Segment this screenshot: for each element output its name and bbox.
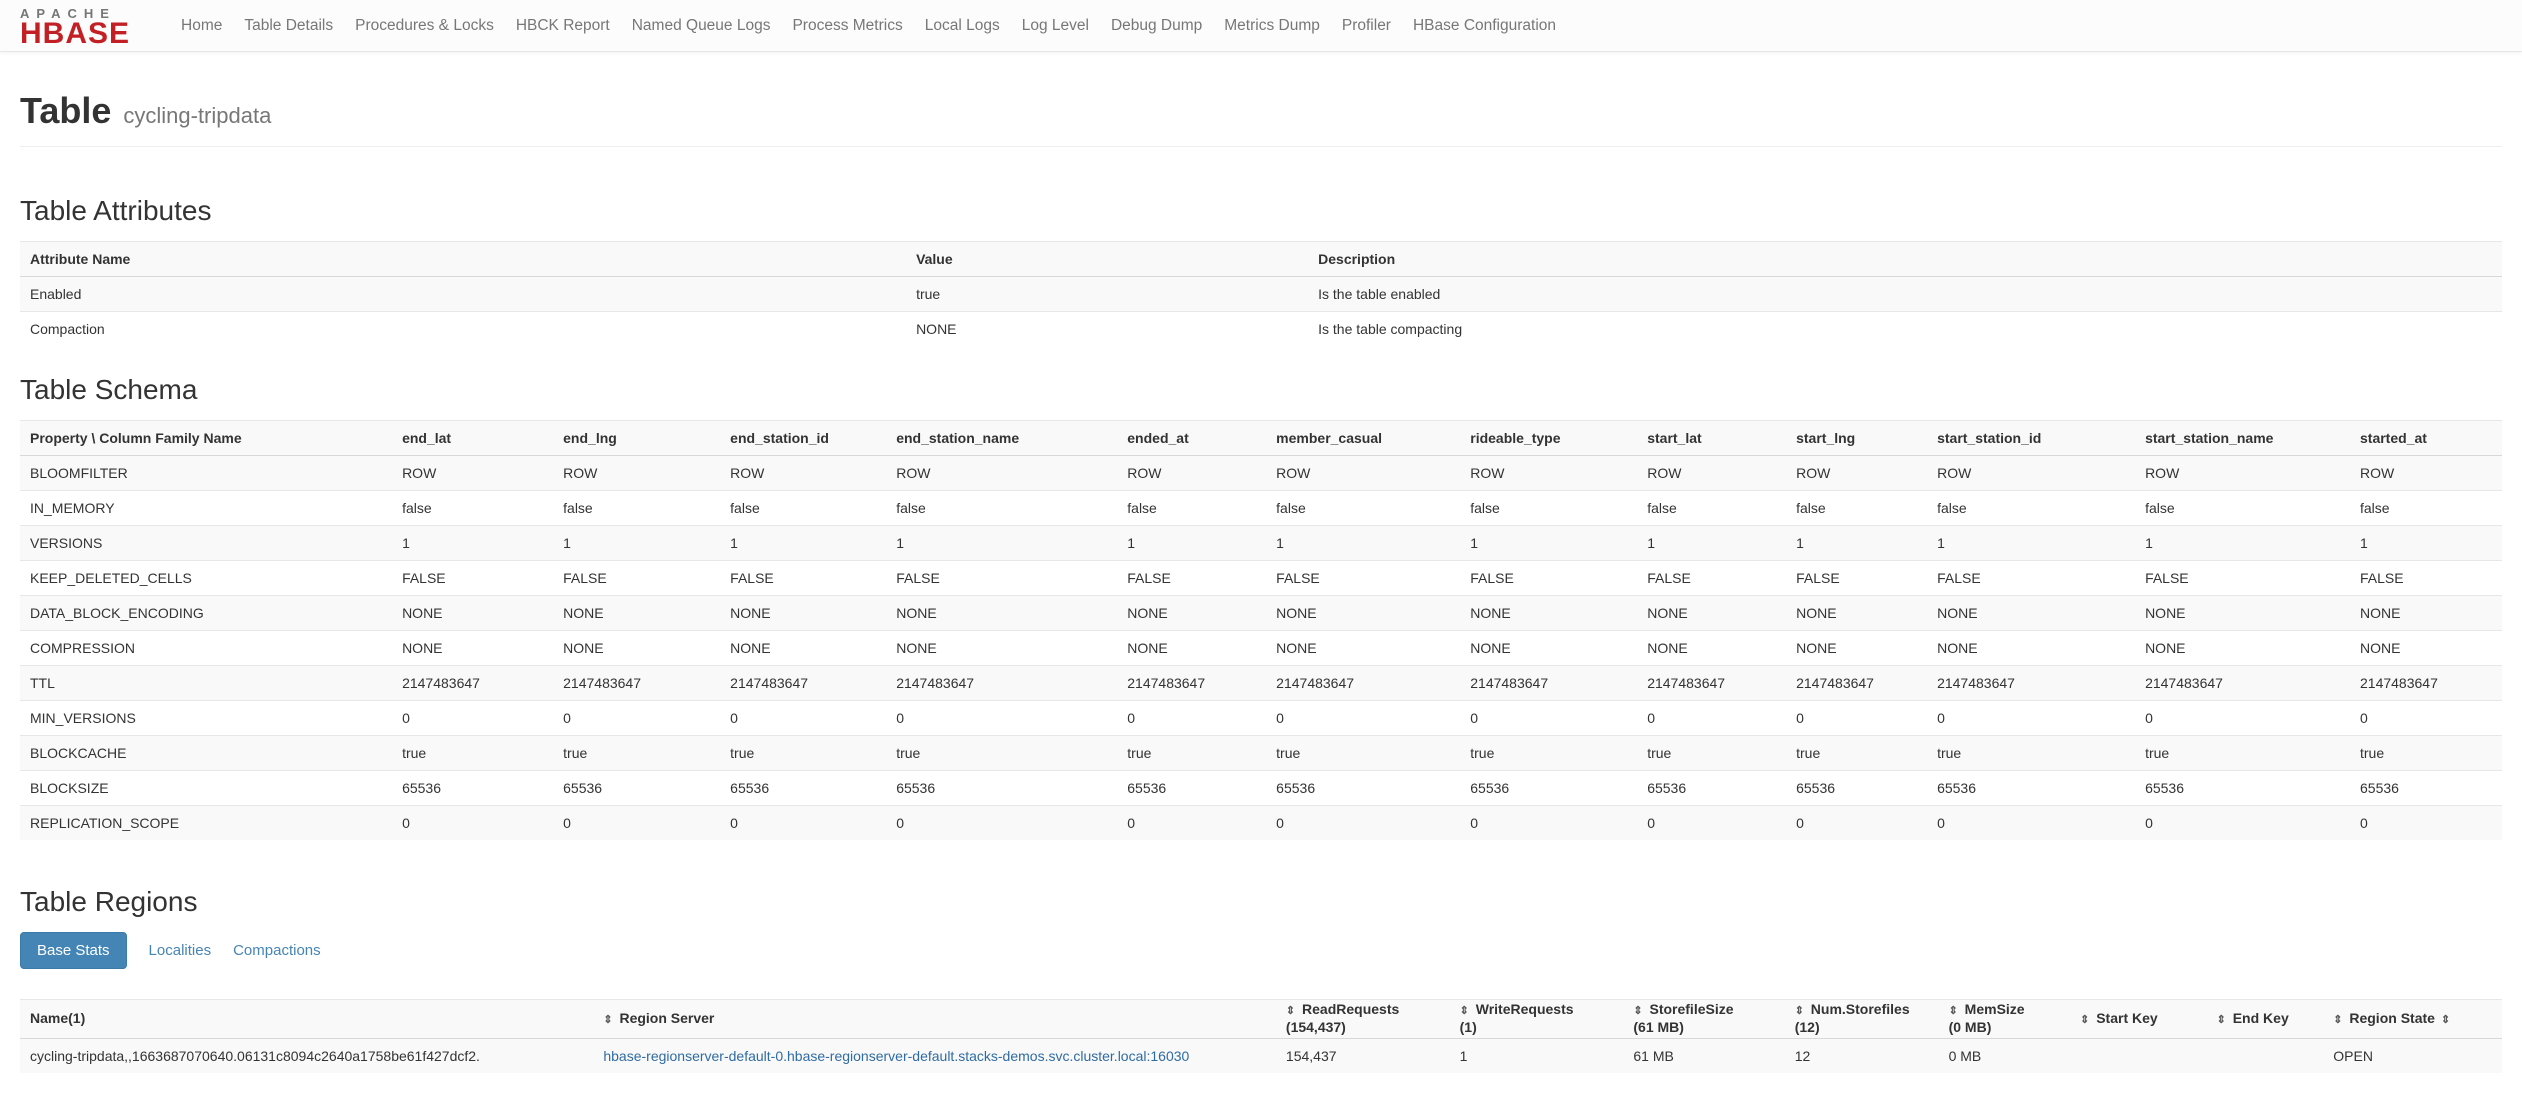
svg-text:HBASE: HBASE bbox=[20, 17, 130, 47]
